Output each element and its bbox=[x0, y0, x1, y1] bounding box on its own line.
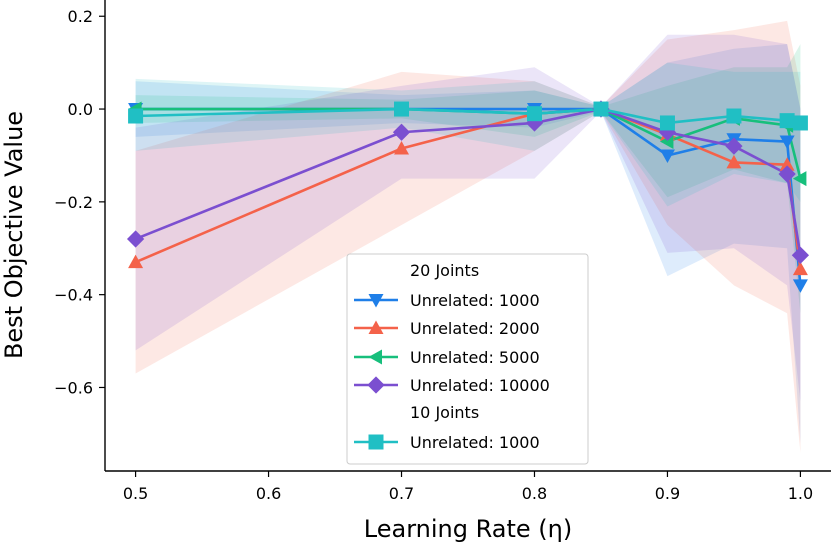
point-10-joints-unrelated-1000-2 bbox=[526, 106, 542, 122]
x-tick-label: 0.6 bbox=[256, 484, 281, 503]
line-20-joints-unrelated-10000 bbox=[135, 107, 802, 256]
legend-label-20-joints-unrelated-2000: Unrelated: 2000 bbox=[410, 319, 540, 338]
legend-marker-10-joints-unrelated-1000 bbox=[368, 434, 384, 450]
x-tick-label: 0.8 bbox=[522, 484, 547, 503]
legend-label-20-joints-unrelated-1000: Unrelated: 1000 bbox=[410, 291, 540, 310]
legend-frame bbox=[346, 253, 589, 465]
legend-group-title-20-joints: 20 Joints bbox=[410, 261, 479, 280]
legend-marker-20-joints-unrelated-10000 bbox=[367, 376, 385, 394]
point-20-joints-unrelated-2000-0 bbox=[128, 254, 144, 269]
point-20-joints-unrelated-1000-4 bbox=[659, 149, 675, 163]
point-20-joints-unrelated-2000-5 bbox=[726, 154, 742, 169]
point-10-joints-unrelated-1000-4 bbox=[659, 115, 675, 131]
y-tick-label: −0.4 bbox=[54, 286, 93, 305]
x-ticks: 0.5 0.6 0.7 0.8 0.9 1.0 bbox=[123, 471, 813, 503]
point-20-joints-unrelated-2000-7 bbox=[792, 261, 808, 276]
point-20-joints-unrelated-2000-1 bbox=[394, 140, 410, 155]
y-tick-label: 0.0 bbox=[68, 100, 93, 119]
legend-label-20-joints-unrelated-10000: Unrelated: 10000 bbox=[410, 376, 550, 395]
point-20-joints-unrelated-10000-0 bbox=[126, 230, 145, 248]
legend-marker-20-joints-unrelated-2000 bbox=[368, 320, 384, 334]
legend-label-10-joints-unrelated-1000: Unrelated: 1000 bbox=[410, 433, 540, 452]
legend-marker-20-joints-unrelated-1000 bbox=[368, 294, 384, 308]
y-tick-label: −0.2 bbox=[54, 193, 93, 212]
legend-marker-20-joints-unrelated-5000 bbox=[368, 349, 382, 365]
x-tick-label: 0.9 bbox=[655, 484, 680, 503]
x-tick-label: 1.0 bbox=[788, 484, 813, 503]
point-10-joints-unrelated-1000-7 bbox=[792, 115, 808, 131]
point-20-joints-unrelated-10000-7 bbox=[791, 246, 810, 264]
y-ticks: 0.2 0.0 −0.2 −0.4 −0.6 bbox=[54, 7, 105, 397]
x-tick-label: 0.5 bbox=[123, 484, 148, 503]
point-20-joints-unrelated-2000-6 bbox=[779, 157, 795, 171]
y-tick-label: 0.2 bbox=[68, 7, 93, 26]
point-20-joints-unrelated-10000-4 bbox=[658, 123, 677, 141]
series-lines bbox=[135, 107, 802, 286]
point-20-joints-unrelated-10000-1 bbox=[392, 123, 411, 141]
legend: 20 Joints 10 Joints Unrelated: 1000 Unrel… bbox=[346, 253, 589, 465]
legend-group-title-10-joints: 10 Joints bbox=[410, 403, 479, 422]
line-10-joints-unrelated-1000 bbox=[135, 107, 801, 125]
point-20-joints-unrelated-5000-7 bbox=[792, 171, 807, 187]
point-10-joints-unrelated-1000-6 bbox=[779, 113, 795, 129]
band-20-joints-unrelated-2000 bbox=[135, 20, 801, 453]
point-10-joints-unrelated-1000-1 bbox=[394, 101, 410, 117]
y-axis-label: Best Objective Value bbox=[0, 111, 28, 359]
point-20-joints-unrelated-10000-6 bbox=[778, 165, 796, 183]
y-tick-label: −0.6 bbox=[54, 378, 93, 397]
band-20-joints-unrelated-1000 bbox=[135, 44, 801, 444]
point-10-joints-unrelated-1000-5 bbox=[726, 108, 742, 124]
point-10-joints-unrelated-1000-0 bbox=[128, 108, 144, 124]
point-20-joints-unrelated-10000-5 bbox=[725, 137, 743, 155]
point-20-joints-unrelated-1000-6 bbox=[779, 135, 795, 150]
plot-frame bbox=[104, 0, 831, 472]
x-axis-label: Learning Rate (η) bbox=[364, 515, 572, 543]
legend-label-20-joints-unrelated-5000: Unrelated: 5000 bbox=[410, 348, 540, 367]
band-10-joints-unrelated-1000 bbox=[135, 62, 801, 207]
point-10-joints-unrelated-1000-3 bbox=[593, 101, 609, 117]
series-markers bbox=[126, 100, 810, 293]
x-tick-label: 0.7 bbox=[389, 484, 414, 503]
point-20-joints-unrelated-1000-7 bbox=[792, 279, 808, 293]
